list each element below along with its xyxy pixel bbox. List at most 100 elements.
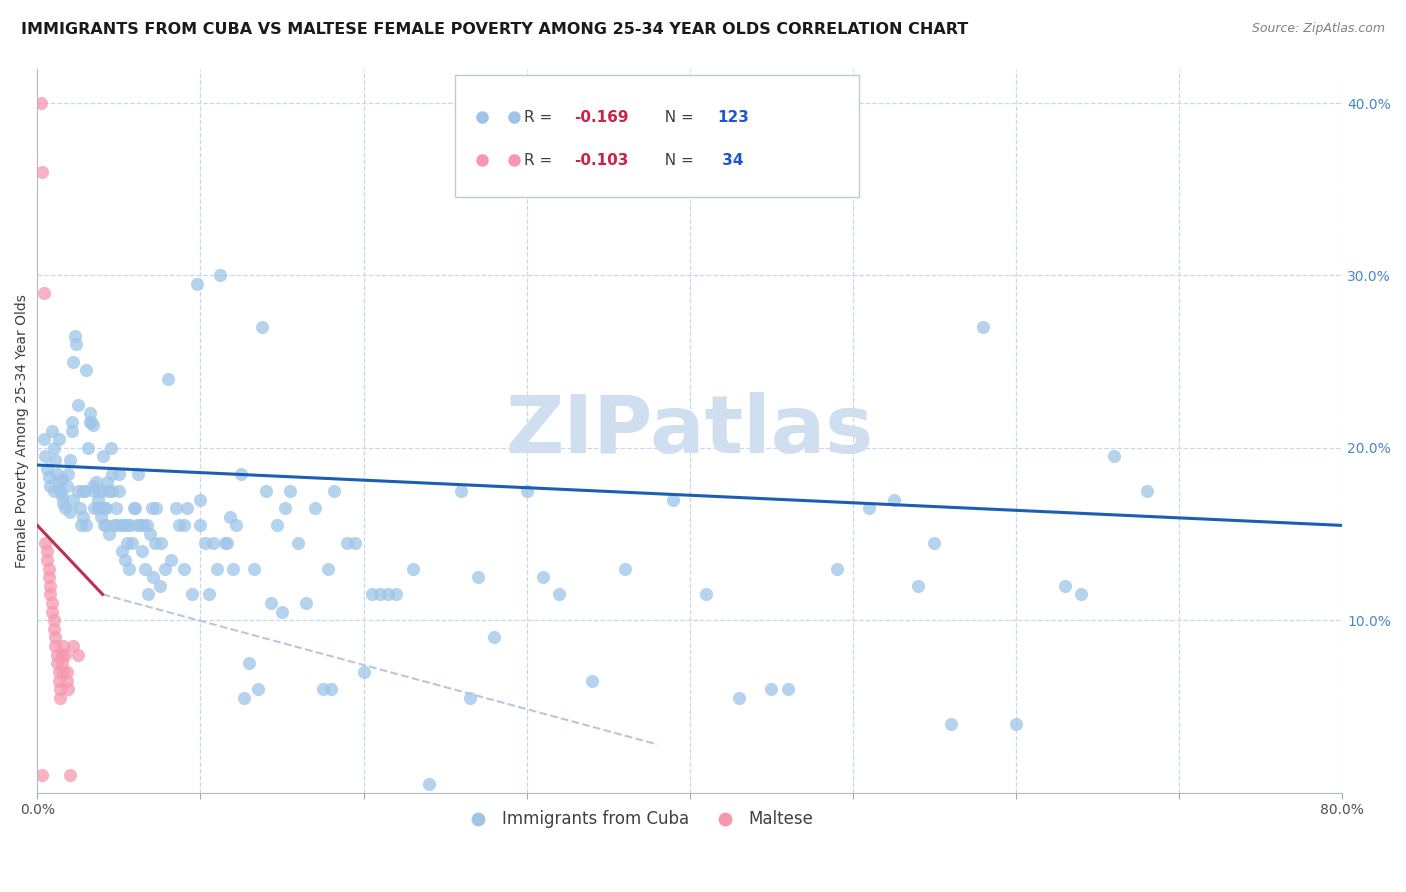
Point	[190, 518, 212, 533]
Point	[38, 470, 60, 484]
Point	[695, 587, 717, 601]
Point	[39, 579, 62, 593]
Point	[69, 501, 91, 516]
Point	[52, 665, 75, 679]
Point	[118, 561, 141, 575]
Point	[214, 535, 236, 549]
Point	[141, 501, 163, 516]
Point	[304, 501, 326, 516]
Point	[49, 682, 72, 697]
Point	[65, 337, 87, 351]
Point	[127, 467, 149, 481]
Point	[156, 372, 179, 386]
Point	[89, 501, 111, 516]
Point	[45, 657, 67, 671]
Point	[613, 561, 636, 575]
Point	[79, 406, 101, 420]
Point	[30, 95, 52, 110]
Point	[77, 441, 100, 455]
Point	[48, 665, 70, 679]
Point	[83, 501, 105, 516]
Point	[516, 483, 538, 498]
Point	[70, 518, 93, 533]
Point	[52, 496, 75, 510]
Point	[259, 596, 281, 610]
Point	[79, 415, 101, 429]
Point	[246, 682, 269, 697]
Point	[581, 673, 603, 688]
Point	[825, 561, 848, 575]
Point	[197, 587, 219, 601]
Point	[67, 398, 90, 412]
Point	[312, 682, 335, 697]
Point	[48, 475, 70, 490]
Point	[121, 535, 143, 549]
Point	[190, 492, 212, 507]
Point	[401, 561, 423, 575]
Text: -0.169: -0.169	[574, 110, 628, 125]
Point	[49, 690, 72, 705]
Point	[181, 587, 204, 601]
Point	[51, 648, 73, 662]
Point	[205, 561, 228, 575]
Point	[42, 613, 65, 627]
Point	[266, 518, 288, 533]
Point	[1005, 716, 1028, 731]
Point	[149, 579, 172, 593]
Point	[44, 631, 66, 645]
Point	[82, 479, 104, 493]
Point	[194, 535, 217, 549]
Point	[924, 535, 946, 549]
Point	[122, 501, 145, 516]
Point	[124, 501, 146, 516]
Point	[368, 587, 391, 601]
Point	[274, 501, 297, 516]
Point	[482, 631, 505, 645]
Point	[67, 648, 90, 662]
Point	[120, 518, 142, 533]
Point	[55, 673, 77, 688]
Point	[336, 535, 359, 549]
Text: 34: 34	[717, 153, 744, 168]
Point	[37, 553, 59, 567]
Point	[110, 518, 132, 533]
Point	[62, 639, 84, 653]
Point	[48, 432, 70, 446]
Point	[58, 467, 80, 481]
Point	[98, 527, 121, 541]
Point	[112, 518, 135, 533]
Point	[662, 492, 685, 507]
Point	[173, 518, 195, 533]
Point	[45, 467, 67, 481]
Point	[93, 518, 115, 533]
Point	[186, 277, 208, 291]
Point	[344, 535, 367, 549]
Point	[73, 483, 96, 498]
Point	[63, 328, 86, 343]
Point	[94, 501, 117, 516]
Text: R =: R =	[524, 153, 557, 168]
Point	[44, 453, 66, 467]
Point	[115, 535, 138, 549]
Point	[143, 535, 166, 549]
Point	[34, 450, 56, 464]
Text: N =: N =	[655, 110, 699, 125]
Y-axis label: Female Poverty Among 25-34 Year Olds: Female Poverty Among 25-34 Year Olds	[15, 293, 30, 567]
Point	[353, 665, 375, 679]
Point	[233, 690, 256, 705]
Point	[316, 561, 339, 575]
Point	[111, 544, 134, 558]
Point	[86, 492, 108, 507]
Point	[80, 415, 103, 429]
Point	[38, 561, 60, 575]
Point	[82, 418, 104, 433]
Text: 123: 123	[717, 110, 749, 125]
Point	[51, 489, 73, 503]
Point	[1053, 579, 1076, 593]
Point	[31, 165, 53, 179]
Point	[319, 682, 342, 697]
Point	[173, 561, 195, 575]
Point	[41, 424, 63, 438]
Point	[41, 605, 63, 619]
Point	[31, 768, 53, 782]
